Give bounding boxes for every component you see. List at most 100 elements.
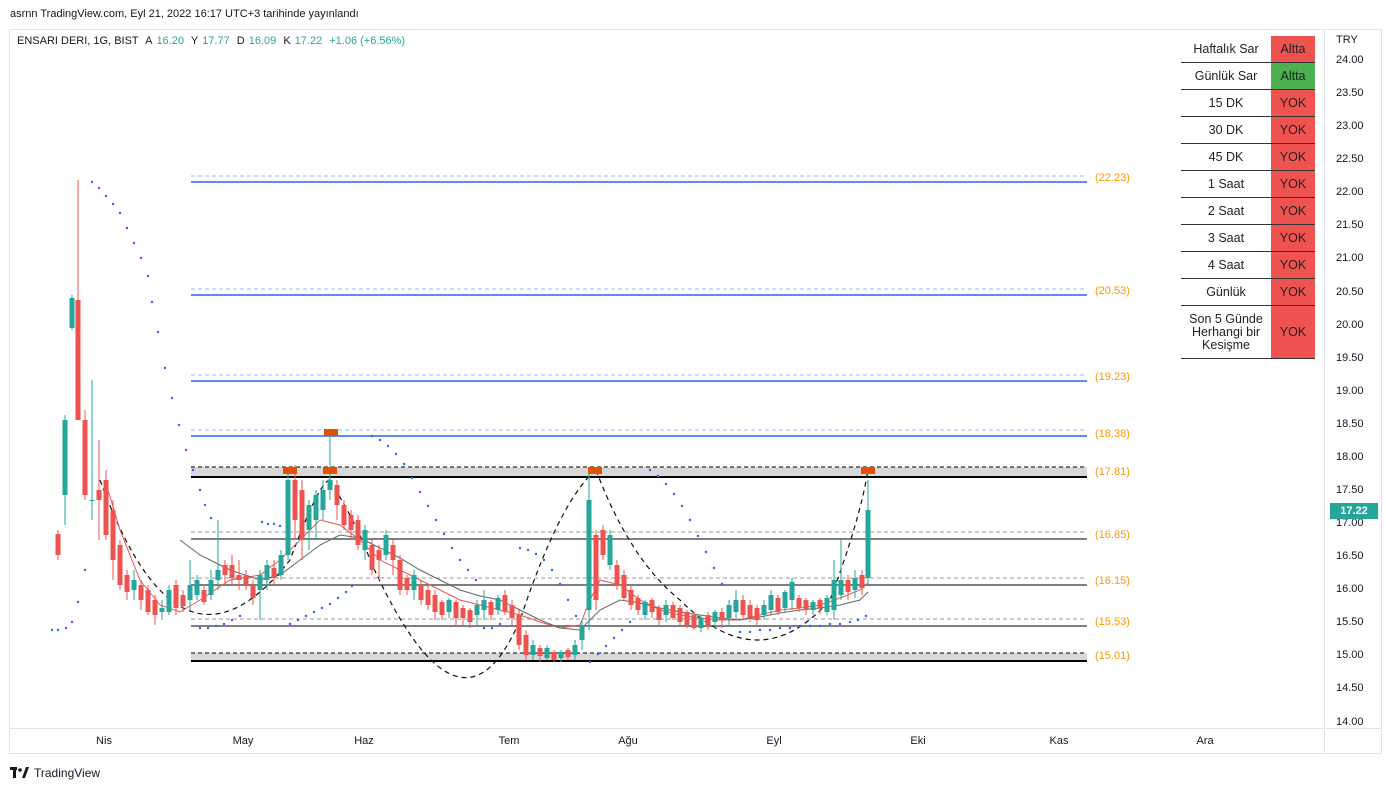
candle <box>467 608 473 628</box>
candle <box>852 570 858 598</box>
brand-name: TradingView <box>34 766 101 780</box>
candle <box>138 580 144 610</box>
status-name: 2 Saat <box>1181 197 1271 225</box>
y-tick: 20.00 <box>1336 319 1364 331</box>
level-lines <box>191 175 1087 662</box>
candle <box>334 480 340 520</box>
candle <box>544 645 550 660</box>
candle <box>712 610 718 628</box>
y-tick: 21.50 <box>1336 219 1364 231</box>
candle <box>180 590 186 612</box>
status-value: YOK <box>1271 170 1315 198</box>
candle <box>432 590 438 620</box>
y-tick: 22.00 <box>1336 186 1364 198</box>
candle <box>677 605 683 625</box>
status-value: YOK <box>1271 251 1315 279</box>
status-name: Haftalık Sar <box>1181 36 1271 63</box>
candle <box>586 470 592 630</box>
candle <box>299 480 305 560</box>
candle <box>166 585 172 615</box>
candle <box>362 525 368 560</box>
peak-markers <box>283 429 875 474</box>
candle <box>810 600 816 615</box>
candle <box>103 470 109 540</box>
tradingview-brand[interactable]: TradingView <box>10 766 100 780</box>
candle <box>159 600 165 620</box>
candle <box>222 560 228 585</box>
candle <box>173 580 179 615</box>
candle <box>754 605 760 625</box>
time-axis[interactable] <box>9 729 1325 754</box>
candle <box>600 525 606 560</box>
status-value: Altta <box>1271 62 1315 90</box>
candle <box>670 602 676 620</box>
candle <box>201 585 207 605</box>
chart-pane[interactable] <box>9 29 1325 729</box>
open-label: A <box>145 35 153 47</box>
y-tick: 23.00 <box>1336 120 1364 132</box>
candle <box>243 570 249 590</box>
x-tick: Nis <box>96 735 112 747</box>
y-tick: 14.00 <box>1336 716 1364 728</box>
y-tick: 21.00 <box>1336 252 1364 264</box>
close-value: 17.22 <box>294 35 323 47</box>
candle <box>845 575 851 600</box>
y-tick: 14.50 <box>1336 682 1364 694</box>
y-tick: 15.50 <box>1336 616 1364 628</box>
status-row: 4 Saat YOK <box>1181 251 1315 279</box>
candle <box>446 598 452 618</box>
candle <box>698 615 704 632</box>
candle <box>411 570 417 600</box>
candle <box>229 555 235 585</box>
status-row: Son 5 Günde Herhangi bir Kesişme YOK <box>1181 305 1315 359</box>
level-label: (22.23) <box>1095 172 1130 184</box>
candle <box>579 620 585 650</box>
level-label: (15.01) <box>1095 650 1130 662</box>
y-tick: 19.50 <box>1336 352 1364 364</box>
status-row: 1 Saat YOK <box>1181 170 1315 198</box>
candle <box>488 600 494 620</box>
candle <box>418 580 424 605</box>
candle <box>292 465 298 540</box>
candle <box>369 540 375 575</box>
candle <box>89 380 95 520</box>
candle <box>530 640 536 660</box>
candle <box>355 515 361 550</box>
candle <box>796 595 802 612</box>
y-tick: 15.00 <box>1336 649 1364 661</box>
candle <box>516 610 522 650</box>
x-tick: Kas <box>1049 735 1069 747</box>
status-row: 15 DK YOK <box>1181 89 1315 117</box>
candle <box>663 600 669 622</box>
candle <box>152 595 158 625</box>
low-label: D <box>236 35 245 47</box>
candle <box>824 595 830 615</box>
y-tick: 16.50 <box>1336 550 1364 562</box>
status-value: YOK <box>1271 143 1315 171</box>
status-value: YOK <box>1271 224 1315 252</box>
candle <box>551 650 557 662</box>
level-label: (17.81) <box>1095 466 1130 478</box>
y-tick: 22.50 <box>1336 153 1364 165</box>
candle <box>831 560 837 620</box>
candle <box>649 598 655 618</box>
candle <box>614 560 620 590</box>
candle <box>558 650 564 662</box>
status-row: Günlük YOK <box>1181 278 1315 306</box>
price-axis[interactable] <box>1326 29 1382 729</box>
candle <box>82 410 88 500</box>
x-tick: May <box>232 735 254 747</box>
x-tick: Eyl <box>766 735 782 747</box>
candle <box>733 590 739 620</box>
candle <box>439 600 445 620</box>
x-tick: Tem <box>498 735 520 747</box>
candle <box>117 540 123 590</box>
candle <box>656 605 662 625</box>
status-value: YOK <box>1271 116 1315 144</box>
candle <box>817 598 823 614</box>
candle <box>313 490 319 540</box>
candle <box>390 540 396 575</box>
candle <box>348 510 354 540</box>
status-row: 30 DK YOK <box>1181 116 1315 144</box>
